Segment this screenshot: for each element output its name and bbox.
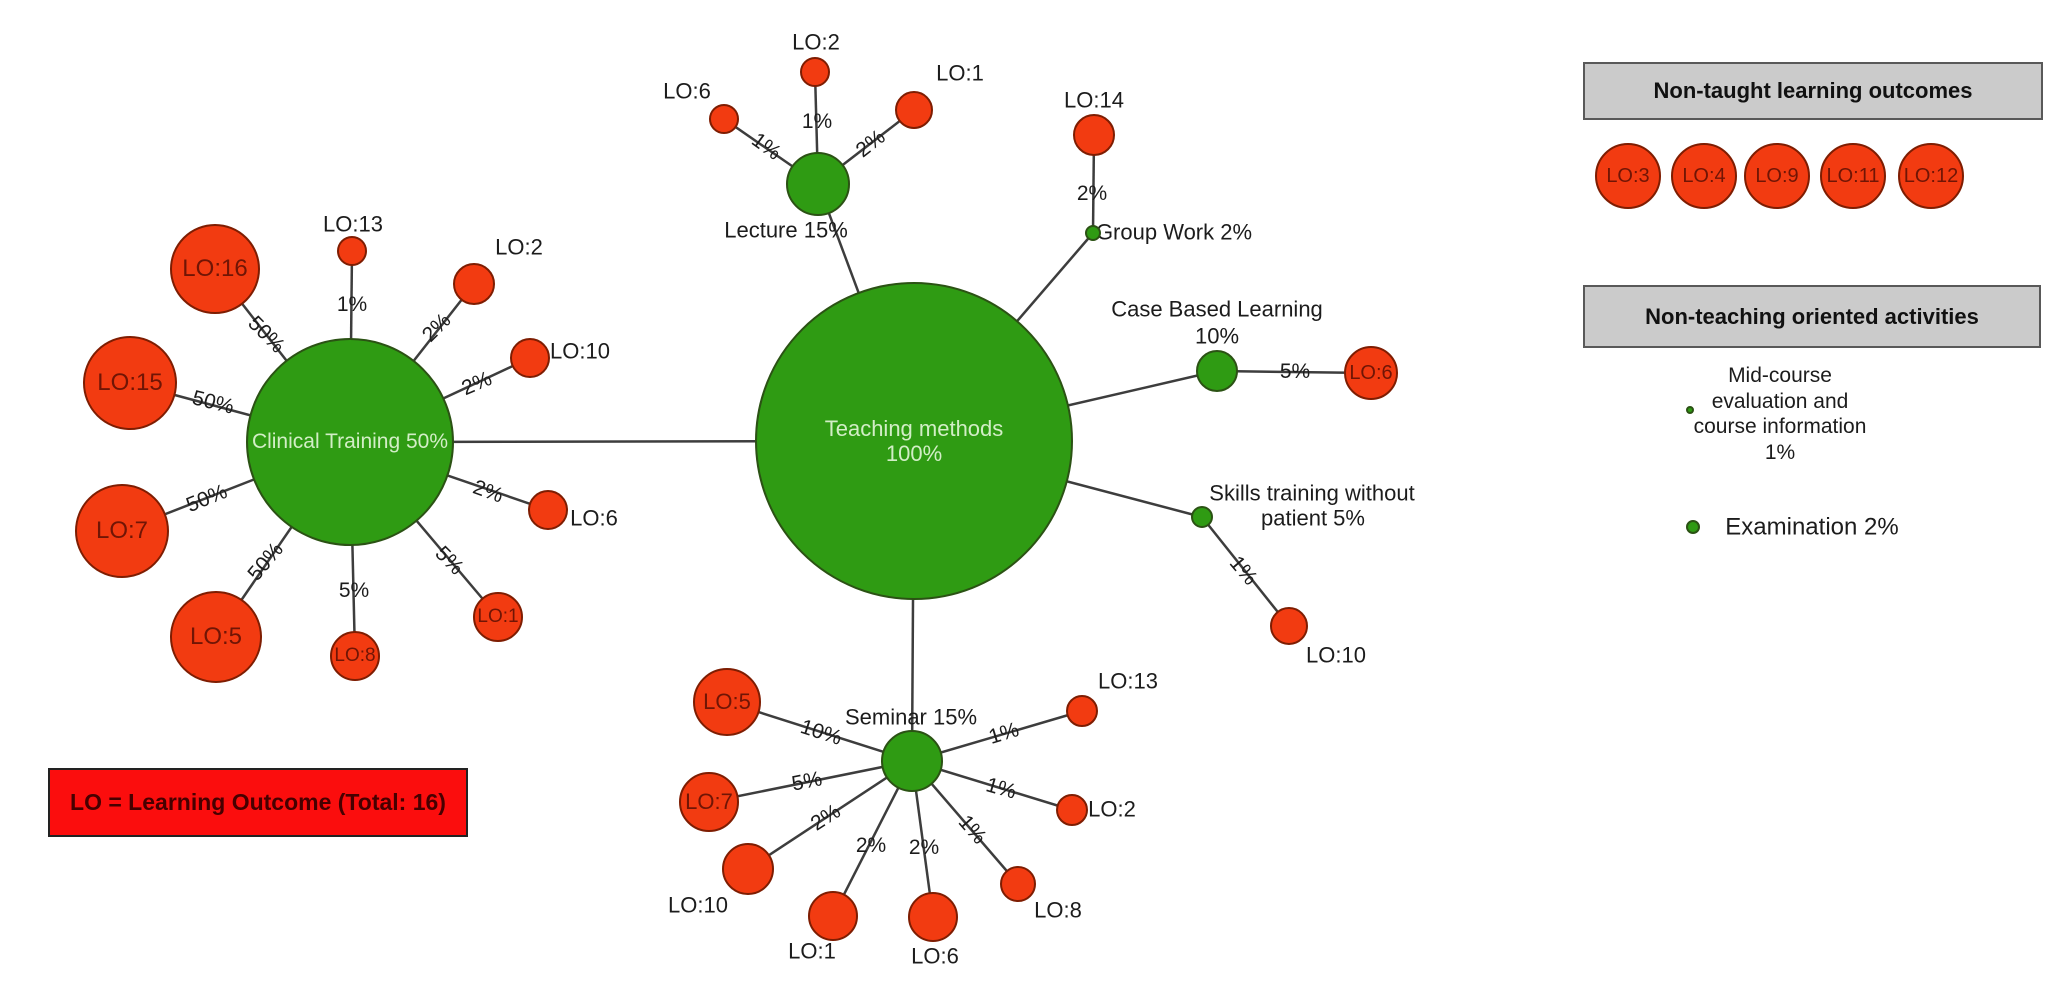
label-skills-line1: Skills training without	[1209, 480, 1415, 506]
label-lo10-seminar: LO:10	[668, 892, 728, 918]
pct-clinical-lo13: 1%	[336, 293, 368, 316]
node-lo6-clinical	[528, 490, 568, 530]
legend-lo12: LO:12	[1898, 143, 1964, 209]
node-lo10-skills	[1270, 607, 1308, 645]
node-lo1-seminar	[808, 891, 858, 941]
node-lo1-lecture	[895, 91, 933, 129]
node-lo2-clinical	[453, 263, 495, 305]
label-examination: Examination 2%	[1725, 513, 1899, 541]
pct-lecture-lo2: 1%	[801, 110, 833, 133]
node-lo7-seminar: LO:7	[679, 772, 739, 832]
node-lo6-seminar	[908, 892, 958, 942]
node-teaching-methods: Teaching methods 100%	[755, 282, 1073, 600]
node-lo1-clinical: LO:1	[473, 592, 523, 642]
node-lo13-seminar	[1066, 695, 1098, 727]
label-lo6-seminar: LO:6	[911, 943, 959, 969]
node-seminar	[881, 730, 943, 792]
label-lo10-clinical: LO:10	[550, 338, 610, 364]
legend-lo9: LO:9	[1744, 143, 1810, 209]
label-lo8-seminar: LO:8	[1034, 897, 1082, 923]
label-lo1-seminar: LO:1	[788, 938, 836, 964]
edge-seminar-lo10	[747, 759, 913, 871]
pct-seminar-lo1: 2%	[855, 834, 887, 857]
label-lo2-seminar: LO:2	[1088, 796, 1136, 822]
node-lo8-seminar	[1000, 866, 1036, 902]
label-lo14: LO:14	[1064, 87, 1124, 113]
pct-case-based-lo6: 5%	[1279, 360, 1311, 383]
legend-non-teaching-header: Non-teaching oriented activities	[1583, 285, 2041, 348]
node-lo10-clinical	[510, 338, 550, 378]
label-lo10-skills: LO:10	[1306, 642, 1366, 668]
node-skills-training	[1191, 506, 1213, 528]
node-group-work	[1085, 225, 1101, 241]
node-lo14	[1073, 114, 1115, 156]
pct-groupwork-lo14: 2%	[1076, 182, 1108, 205]
label-lo13-clinical: LO:13	[323, 211, 383, 237]
label-case-based-line2: 10%	[1194, 323, 1240, 349]
label-lo6-clinical: LO:6	[570, 505, 618, 531]
legend-dot-midcourse	[1686, 406, 1694, 414]
node-lo7-clinical: LO:7	[75, 484, 169, 578]
node-lecture	[786, 152, 850, 216]
edge-seminar-lo7	[708, 759, 913, 804]
node-lo5-seminar: LO:5	[693, 668, 761, 736]
label-midcourse: Mid-course evaluation and course informati…	[1693, 363, 1867, 464]
legend-lo3: LO:3	[1595, 143, 1661, 209]
label-group-work: Group Work 2%	[1095, 219, 1253, 245]
node-lo13-clinical	[337, 236, 367, 266]
label-lo6-lecture: LO:6	[663, 78, 711, 104]
legend-non-taught-header: Non-taught learning outcomes	[1583, 62, 2043, 120]
label-lecture: Lecture 15%	[724, 217, 848, 243]
pct-seminar-lo6: 2%	[908, 836, 940, 859]
node-lo10-seminar	[722, 843, 774, 895]
label-lo13-seminar: LO:13	[1098, 668, 1158, 694]
node-lo2-seminar	[1056, 794, 1088, 826]
node-clinical-training: Clinical Training 50%	[246, 338, 454, 546]
legend-dot-examination	[1686, 520, 1700, 534]
pct-clinical-lo8: 5%	[338, 579, 370, 602]
label-seminar: Seminar 15%	[844, 704, 978, 730]
label-lo2-clinical: LO:2	[495, 234, 543, 260]
node-lo8-clinical: LO:8	[330, 631, 380, 681]
edge-skills-lo10	[1201, 516, 1290, 627]
label-lo1-lecture: LO:1	[936, 60, 984, 86]
label-lo2-lecture: LO:2	[792, 29, 840, 55]
label-case-based-line1: Case Based Learning	[1111, 296, 1323, 322]
node-lo15-clinical: LO:15	[83, 336, 177, 430]
legend-lo11: LO:11	[1820, 143, 1886, 209]
node-lo2-lecture	[800, 57, 830, 87]
lo-abbreviation-note: LO = Learning Outcome (Total: 16)	[48, 768, 468, 837]
label-skills-line2: patient 5%	[1261, 505, 1365, 531]
node-case-based-learning	[1196, 350, 1238, 392]
legend-lo4: LO:4	[1671, 143, 1737, 209]
node-lo6-case-based: LO:6	[1344, 346, 1398, 400]
node-lo6-lecture	[709, 104, 739, 134]
node-lo5-clinical: LO:5	[170, 591, 262, 683]
node-lo16-clinical: LO:16	[170, 224, 260, 314]
